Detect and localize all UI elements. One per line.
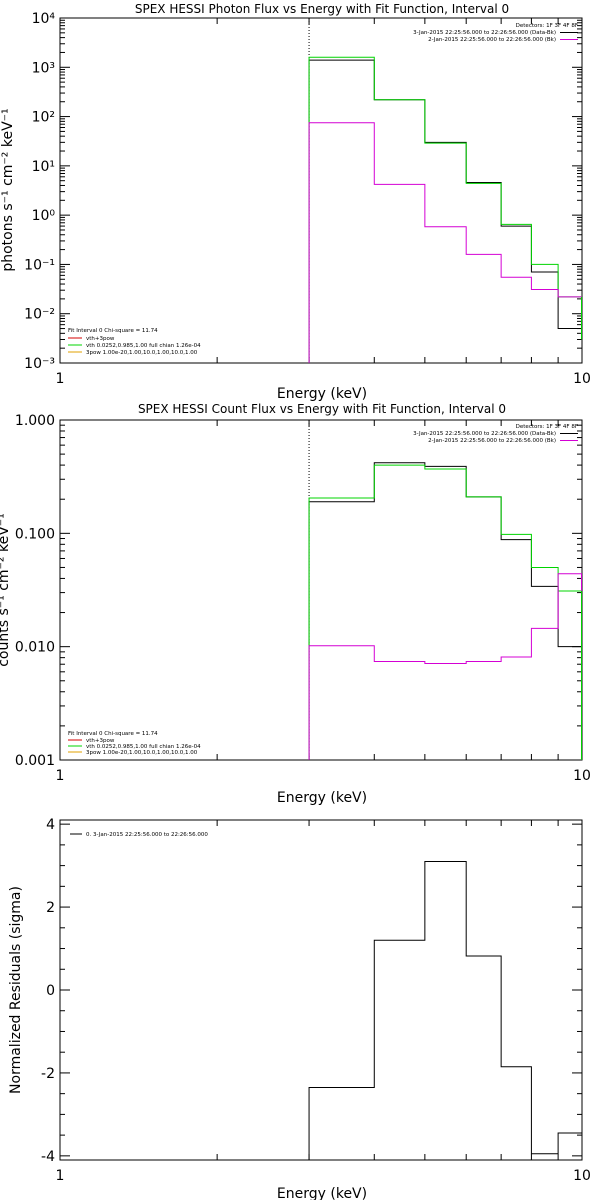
photon-x-axis-title: Energy (keV) [277,386,367,402]
count-y-axis-title: counts s⁻¹ cm⁻² keV⁻¹ [0,513,12,667]
photon-legend-detectors: Detectors: 1F 3F 4F 8F [516,23,578,29]
count-plot-frame [59,419,583,761]
photon-series-green-histogram [308,56,582,363]
count-y-tick-label: 1.000 [15,413,55,429]
photon-flux-panel: SPEX HESSI Photon Flux vs Energy with Fi… [0,2,591,402]
count-y-tick-label: 0.100 [15,526,55,542]
count-legend-vth: vth 0.0252,0.985,1.00 full chian 1.26e-0… [86,744,201,750]
count-chart-title: SPEX HESSI Count Flux vs Energy with Fit… [138,402,506,416]
residuals-y-tick-label: 0 [46,983,55,999]
count-legend-3pow: 3pow 1.00e-20,1.00,10.0,1.00,10.0,1.00 [86,750,198,756]
residuals-panel: -4 -2 0 2 4 1 10 Energy (keV) Normalized Res… [8,817,591,1200]
count-legend-vth3pow: vth+3pow [86,738,115,744]
photon-y-axis-title: photons s⁻¹ cm⁻² keV⁻¹ [0,108,16,271]
photon-x-tick-10: 10 [573,371,591,387]
count-flux-panel: SPEX HESSI Count Flux vs Energy with Fit… [0,402,591,806]
photon-series-magenta-histogram [308,122,582,363]
count-legend-fit-header: Fit Interval 0 Chi-square = 11.74 [68,731,158,737]
count-legend-left: Fit Interval 0 Chi-square = 11.74 vth+3p… [68,731,201,756]
residuals-y-tick-label: -2 [41,1066,55,1082]
residuals-x-tick-1: 1 [56,1168,65,1184]
photon-y-tick-label: 10² [32,110,55,126]
residuals-y-tick-label: 2 [46,900,55,916]
count-legend-detectors: Detectors: 1F 3F 4F 8F [516,424,578,430]
residuals-legend: 0. 3-Jan-2015 22:25:56.000 to 22:26:56.0… [70,832,208,838]
photon-legend-vth: vth 0.0252,0.985,1.00 full chian 1.26e-0… [86,343,201,349]
residuals-series-black-histogram [308,860,582,1160]
photon-chart-title: SPEX HESSI Photon Flux vs Energy with Fi… [135,2,509,16]
residuals-plot-frame [59,819,583,1161]
photon-x-tick-1: 1 [56,371,65,387]
photon-legend-bk: 2-Jan-2015 22:25:56.000 to 22:26:56.000 … [428,37,556,43]
residuals-legend-entry: 0. 3-Jan-2015 22:25:56.000 to 22:26:56.0… [86,832,208,838]
photon-legend-left: Fit Interval 0 Chi-square = 11.74 vth+3p… [68,328,201,356]
count-legend-bk: 2-Jan-2015 22:25:56.000 to 22:26:56.000 … [428,438,556,444]
photon-series-black-histogram [308,59,582,363]
photon-y-tick-label: 10³ [32,60,55,76]
photon-y-tick-label: 10¹ [32,159,55,175]
count-series-black-histogram [308,462,582,760]
count-x-tick-10: 10 [573,768,591,784]
photon-y-tick-label: 10⁻² [24,307,55,323]
photon-legend-3pow: 3pow 1.00e-20,1.00,10.0,1.00,10.0,1.00 [86,350,198,356]
residuals-y-axis-title: Normalized Residuals (sigma) [8,886,24,1094]
photon-y-tick-label: 10⁻³ [24,356,55,372]
photon-y-tick-label: 10⁻¹ [24,257,55,273]
photon-plot-frame [59,17,583,364]
residuals-y-tick-label: -4 [41,1149,55,1165]
residuals-x-axis-title: Energy (keV) [277,1186,367,1200]
photon-y-tick-label: 10⁴ [32,11,56,27]
photon-legend-vth3pow: vth+3pow [86,336,115,342]
residuals-x-tick-10: 10 [573,1168,591,1184]
count-series-green-histogram [308,464,582,760]
photon-y-tick-label: 10⁰ [32,208,56,224]
photon-legend-fit-header: Fit Interval 0 Chi-square = 11.74 [68,328,158,334]
residuals-y-tick-label: 4 [46,817,55,833]
count-series-magenta-histogram [308,573,582,760]
count-y-tick-label: 0.001 [15,753,55,769]
photon-legend-data-bk: 3-Jan-2015 22:25:56.000 to 22:26:56.000 … [413,30,556,36]
photon-legend-right: Detectors: 1F 3F 4F 8F 3-Jan-2015 22:25:… [413,23,578,43]
count-y-tick-label: 0.010 [15,640,55,656]
count-x-tick-1: 1 [56,768,65,784]
count-legend-right: Detectors: 1F 3F 4F 8F 3-Jan-2015 22:25:… [413,424,578,444]
count-legend-data-bk: 3-Jan-2015 22:25:56.000 to 22:26:56.000 … [413,431,556,437]
count-x-axis-title: Energy (keV) [277,790,367,806]
